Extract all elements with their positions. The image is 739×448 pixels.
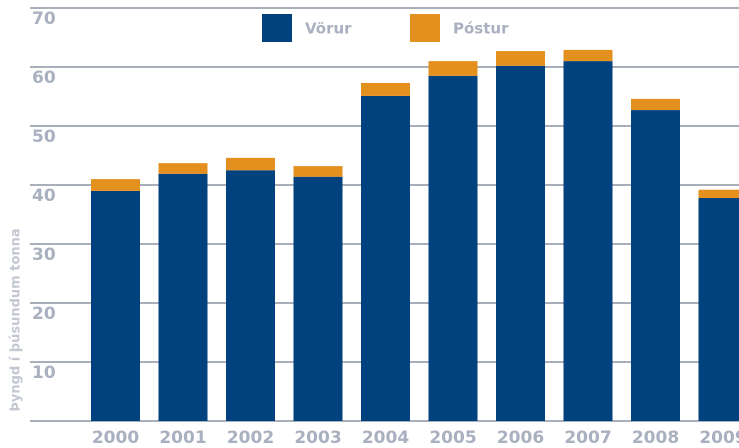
y-tick-label: 20 [32, 304, 56, 324]
bar-segment [91, 190, 140, 421]
y-tick-label: 60 [32, 68, 56, 88]
x-tick-label: 2007 [564, 428, 611, 448]
x-tick-label: 2002 [227, 428, 274, 448]
x-tick-label: 2005 [429, 428, 476, 448]
y-axis-label: Þyngd í þúsundum tonna [9, 228, 24, 411]
bar-segment [428, 75, 478, 421]
bar-segment [158, 163, 208, 174]
bar-segment [226, 170, 275, 421]
legend-label: Póstur [453, 20, 509, 38]
x-tick-label: 2003 [294, 428, 341, 448]
y-tick-label: 50 [32, 127, 56, 147]
bar-segment [158, 173, 208, 421]
bar-segment [293, 176, 343, 421]
bar-segment [293, 166, 343, 177]
bar-segment [698, 189, 739, 198]
x-tick-label: 2009 [699, 428, 739, 448]
legend-swatch [410, 14, 440, 42]
x-tick-label: 2000 [92, 428, 139, 448]
y-tick-label: 10 [32, 363, 56, 383]
bar-segment [226, 157, 275, 171]
x-tick-label: 2008 [632, 428, 679, 448]
bar-segment [496, 51, 545, 66]
bar-segment [361, 82, 410, 96]
bar-segment [496, 65, 545, 421]
bar-segment [563, 61, 613, 421]
bar-segment [428, 61, 478, 76]
legend-swatch [262, 14, 292, 42]
bar-segment [563, 49, 613, 62]
legend-label: Vörur [305, 20, 352, 38]
x-tick-label: 2006 [497, 428, 544, 448]
bar-segment [631, 98, 680, 111]
bar-segment [631, 110, 680, 421]
bar-segment [91, 179, 140, 191]
x-tick-label: 2001 [159, 428, 206, 448]
x-tick-label: 2004 [362, 428, 409, 448]
y-tick-label: 70 [32, 9, 56, 29]
bar-segment [361, 95, 410, 421]
y-tick-label: 30 [32, 245, 56, 265]
bar-segment [698, 197, 739, 421]
y-tick-label: 40 [32, 186, 56, 206]
